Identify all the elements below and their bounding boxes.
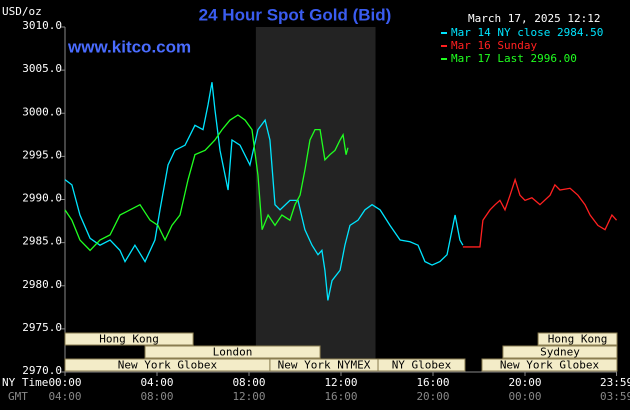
y-tick-label: 2985.0 (22, 235, 62, 248)
x-tick-label: 00:00 (48, 376, 81, 389)
x-tick-label: 20:00 (508, 376, 541, 389)
timestamp: March 17, 2025 12:12 (468, 12, 600, 25)
x-row-label: GMT (8, 390, 28, 403)
y-tick-label: 2995.0 (22, 148, 62, 161)
x-tick-label: 16:00 (416, 376, 449, 389)
x-tick-label: 23:59 (600, 376, 630, 389)
gmt-tick-label: 08:00 (140, 390, 173, 403)
session-label: London (213, 346, 253, 359)
price-line (64, 114, 349, 252)
session-box (377, 358, 466, 372)
session: Hong Kong (64, 332, 194, 346)
gmt-tick-label: 12:00 (232, 390, 265, 403)
session: New York Globex (64, 358, 271, 372)
session: Sydney (502, 345, 618, 359)
session-label: New York Globex (500, 359, 600, 372)
legend-label: Mar 17 Last 2996.00 (451, 52, 577, 65)
gmt-tick-label: 20:00 (416, 390, 449, 403)
y-tick-label: 2975.0 (22, 321, 62, 334)
session-label: Hong Kong (99, 333, 159, 346)
session: London (144, 345, 321, 359)
session: New York Globex (481, 358, 618, 372)
gmt-tick-label: 04:00 (48, 390, 81, 403)
y-axis-label: USD/oz (2, 5, 42, 18)
site-label: www.kitco.com (67, 37, 191, 56)
chart-title: 24 Hour Spot Gold (Bid) (199, 5, 392, 24)
gmt-tick-label: 03:59 (600, 390, 630, 403)
session-label: Sydney (540, 346, 580, 359)
session-box (64, 332, 194, 346)
x-tick-label: 04:00 (140, 376, 173, 389)
session-label: NY Globex (392, 359, 452, 372)
session-box (537, 332, 618, 346)
y-tick-label: 2980.0 (22, 278, 62, 291)
y-tick-label: 3005.0 (22, 62, 62, 75)
y-tick-label: 3000.0 (22, 105, 62, 118)
legend-label: Mar 16 Sunday (451, 39, 537, 52)
session-box (502, 345, 618, 359)
session: NY Globex (377, 358, 466, 372)
session-label: New York Globex (118, 359, 218, 372)
x-row-label: NY Time (2, 376, 48, 389)
gmt-tick-label: 16:00 (324, 390, 357, 403)
y-tick-label: 2970.0 (22, 364, 62, 377)
price-line (462, 177, 618, 248)
session: Hong Kong (537, 332, 618, 346)
session-label: New York NYMEX (278, 359, 371, 372)
gmt-tick-label: 00:00 (508, 390, 541, 403)
legend-label: Mar 14 NY close 2984.50 (451, 26, 603, 39)
y-tick-label: 3010.0 (22, 19, 62, 32)
session-label: Hong Kong (548, 333, 608, 346)
x-tick-label: 08:00 (232, 376, 265, 389)
y-tick-label: 2990.0 (22, 192, 62, 205)
session-box (144, 345, 321, 359)
session: New York NYMEX (269, 358, 379, 372)
highlight-band (255, 27, 376, 372)
x-tick-label: 12:00 (324, 376, 357, 389)
price-line (64, 82, 464, 301)
session-box (481, 358, 618, 372)
